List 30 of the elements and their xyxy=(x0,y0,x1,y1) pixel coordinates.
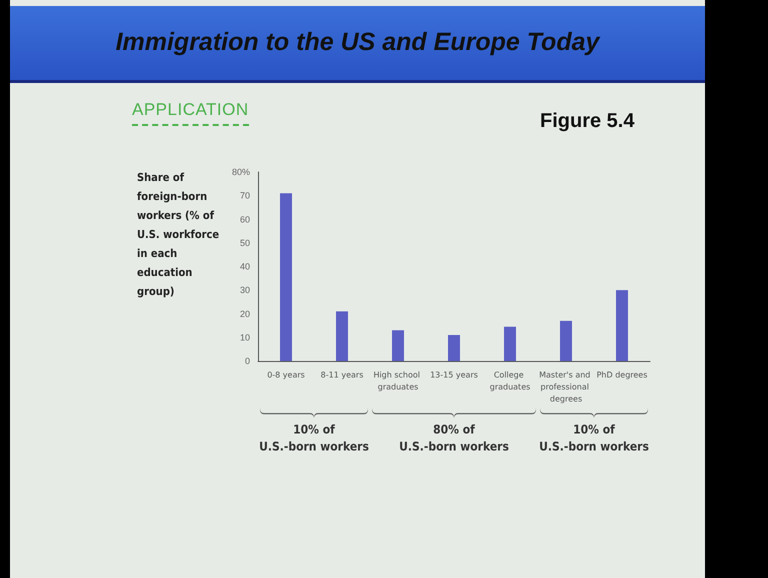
x-tick-label: 0-8 years xyxy=(267,370,305,380)
y-tick-label: 20 xyxy=(240,308,250,319)
y-tick-label: 60 xyxy=(240,214,250,224)
y-axis-title: Share of foreign-born workers (% of U.S. workforce in each education group) xyxy=(137,170,220,300)
y-tick-label: 10 xyxy=(240,332,250,342)
y-tick-label: 70 xyxy=(240,190,250,201)
y-tick-label: 40 xyxy=(240,262,250,272)
x-tick-label: 8-11 years xyxy=(320,370,364,380)
x-tick-label: Master's and professional degrees xyxy=(539,370,593,404)
bar xyxy=(336,311,348,361)
y-tick-label: 80% xyxy=(232,167,250,177)
text: 10% of U.S.-born workers xyxy=(259,422,369,454)
text: 10% of U.S.-born workers xyxy=(539,422,649,454)
text: 80% of U.S.-born workers xyxy=(399,422,509,454)
bar xyxy=(280,193,292,361)
chart-title: Immigration to the US and Europe Today xyxy=(114,28,602,57)
y-tick-label: 0 xyxy=(244,356,250,366)
y-tick-label: 30 xyxy=(240,285,250,296)
bar xyxy=(392,330,404,361)
bar xyxy=(616,290,628,361)
text: APPLICATION xyxy=(132,100,249,126)
x-tick-label: 13-15 years xyxy=(430,370,478,380)
bar xyxy=(560,320,572,361)
bar xyxy=(448,335,460,361)
x-tick-label: PhD degrees xyxy=(596,370,648,380)
x-tick-label: College graduates xyxy=(490,370,530,392)
bar xyxy=(504,326,516,361)
x-tick-label: High school graduates xyxy=(373,370,423,392)
chart-subtitle: Figure 5.4 xyxy=(540,110,634,133)
y-tick-label: 50 xyxy=(240,238,250,248)
